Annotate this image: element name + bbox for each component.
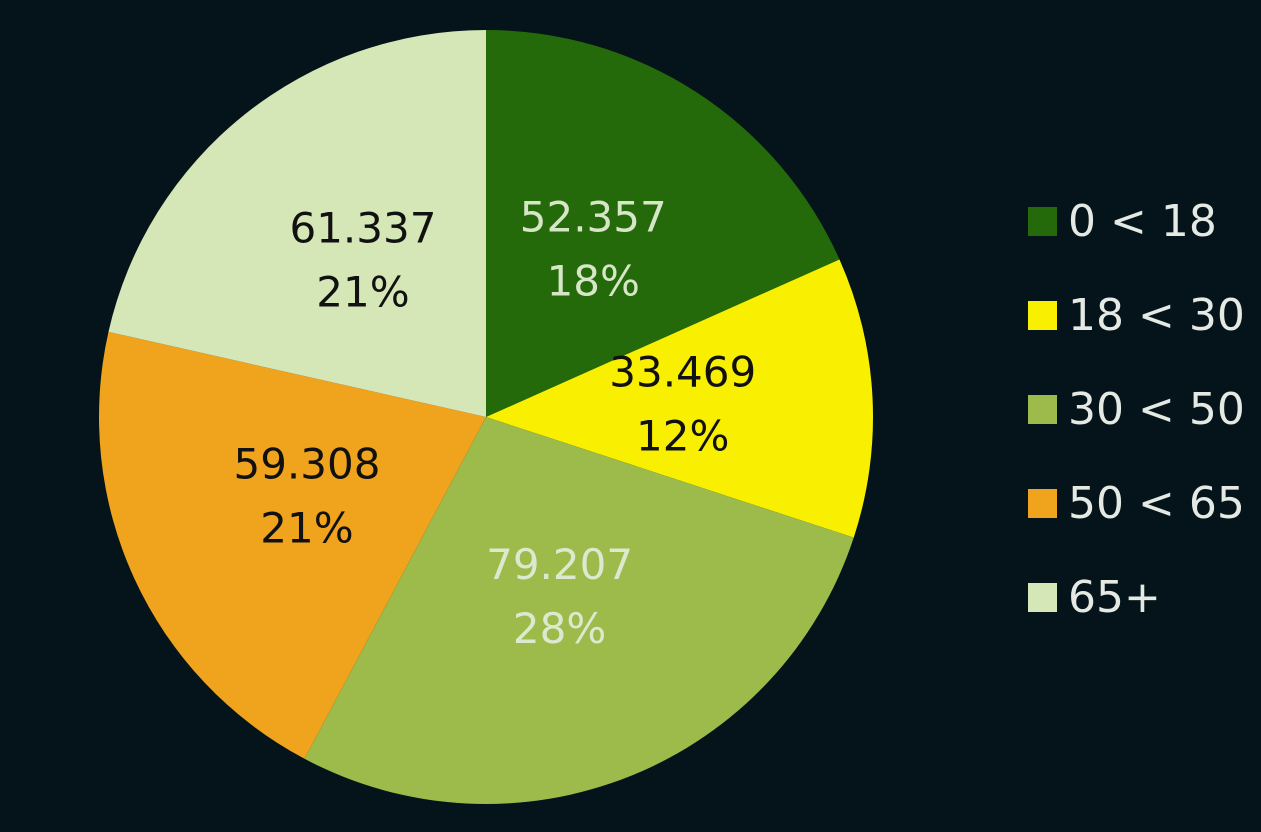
slice-percent-label: 21%	[316, 268, 409, 317]
slice-value-label: 59.308	[233, 440, 380, 489]
slice-value-label: 52.357	[520, 192, 667, 241]
slice-percent-label: 18%	[547, 256, 640, 305]
slice-value-label: 79.207	[486, 540, 633, 589]
legend-label: 65+	[1068, 572, 1161, 623]
slice-value-label: 33.469	[609, 347, 756, 396]
legend-swatch	[1028, 207, 1057, 236]
legend-label: 30 < 50	[1068, 384, 1245, 435]
legend-label: 18 < 30	[1068, 290, 1245, 341]
legend-label: 50 < 65	[1068, 478, 1245, 529]
pie-slice	[98, 331, 487, 759]
pie-slice	[108, 29, 487, 417]
slice-percent-label: 21%	[260, 504, 353, 553]
legend-swatch	[1028, 583, 1057, 612]
legend-swatch	[1028, 489, 1057, 518]
slice-percent-label: 28%	[513, 604, 606, 653]
legend-swatch	[1028, 395, 1057, 424]
legend-label: 0 < 18	[1068, 196, 1217, 247]
pie-slice	[304, 417, 854, 804]
pie-slice	[486, 30, 840, 417]
pie-slice	[486, 259, 873, 538]
legend-swatch	[1028, 301, 1057, 330]
slice-value-label: 61.337	[289, 204, 436, 253]
slice-percent-label: 12%	[636, 411, 729, 460]
